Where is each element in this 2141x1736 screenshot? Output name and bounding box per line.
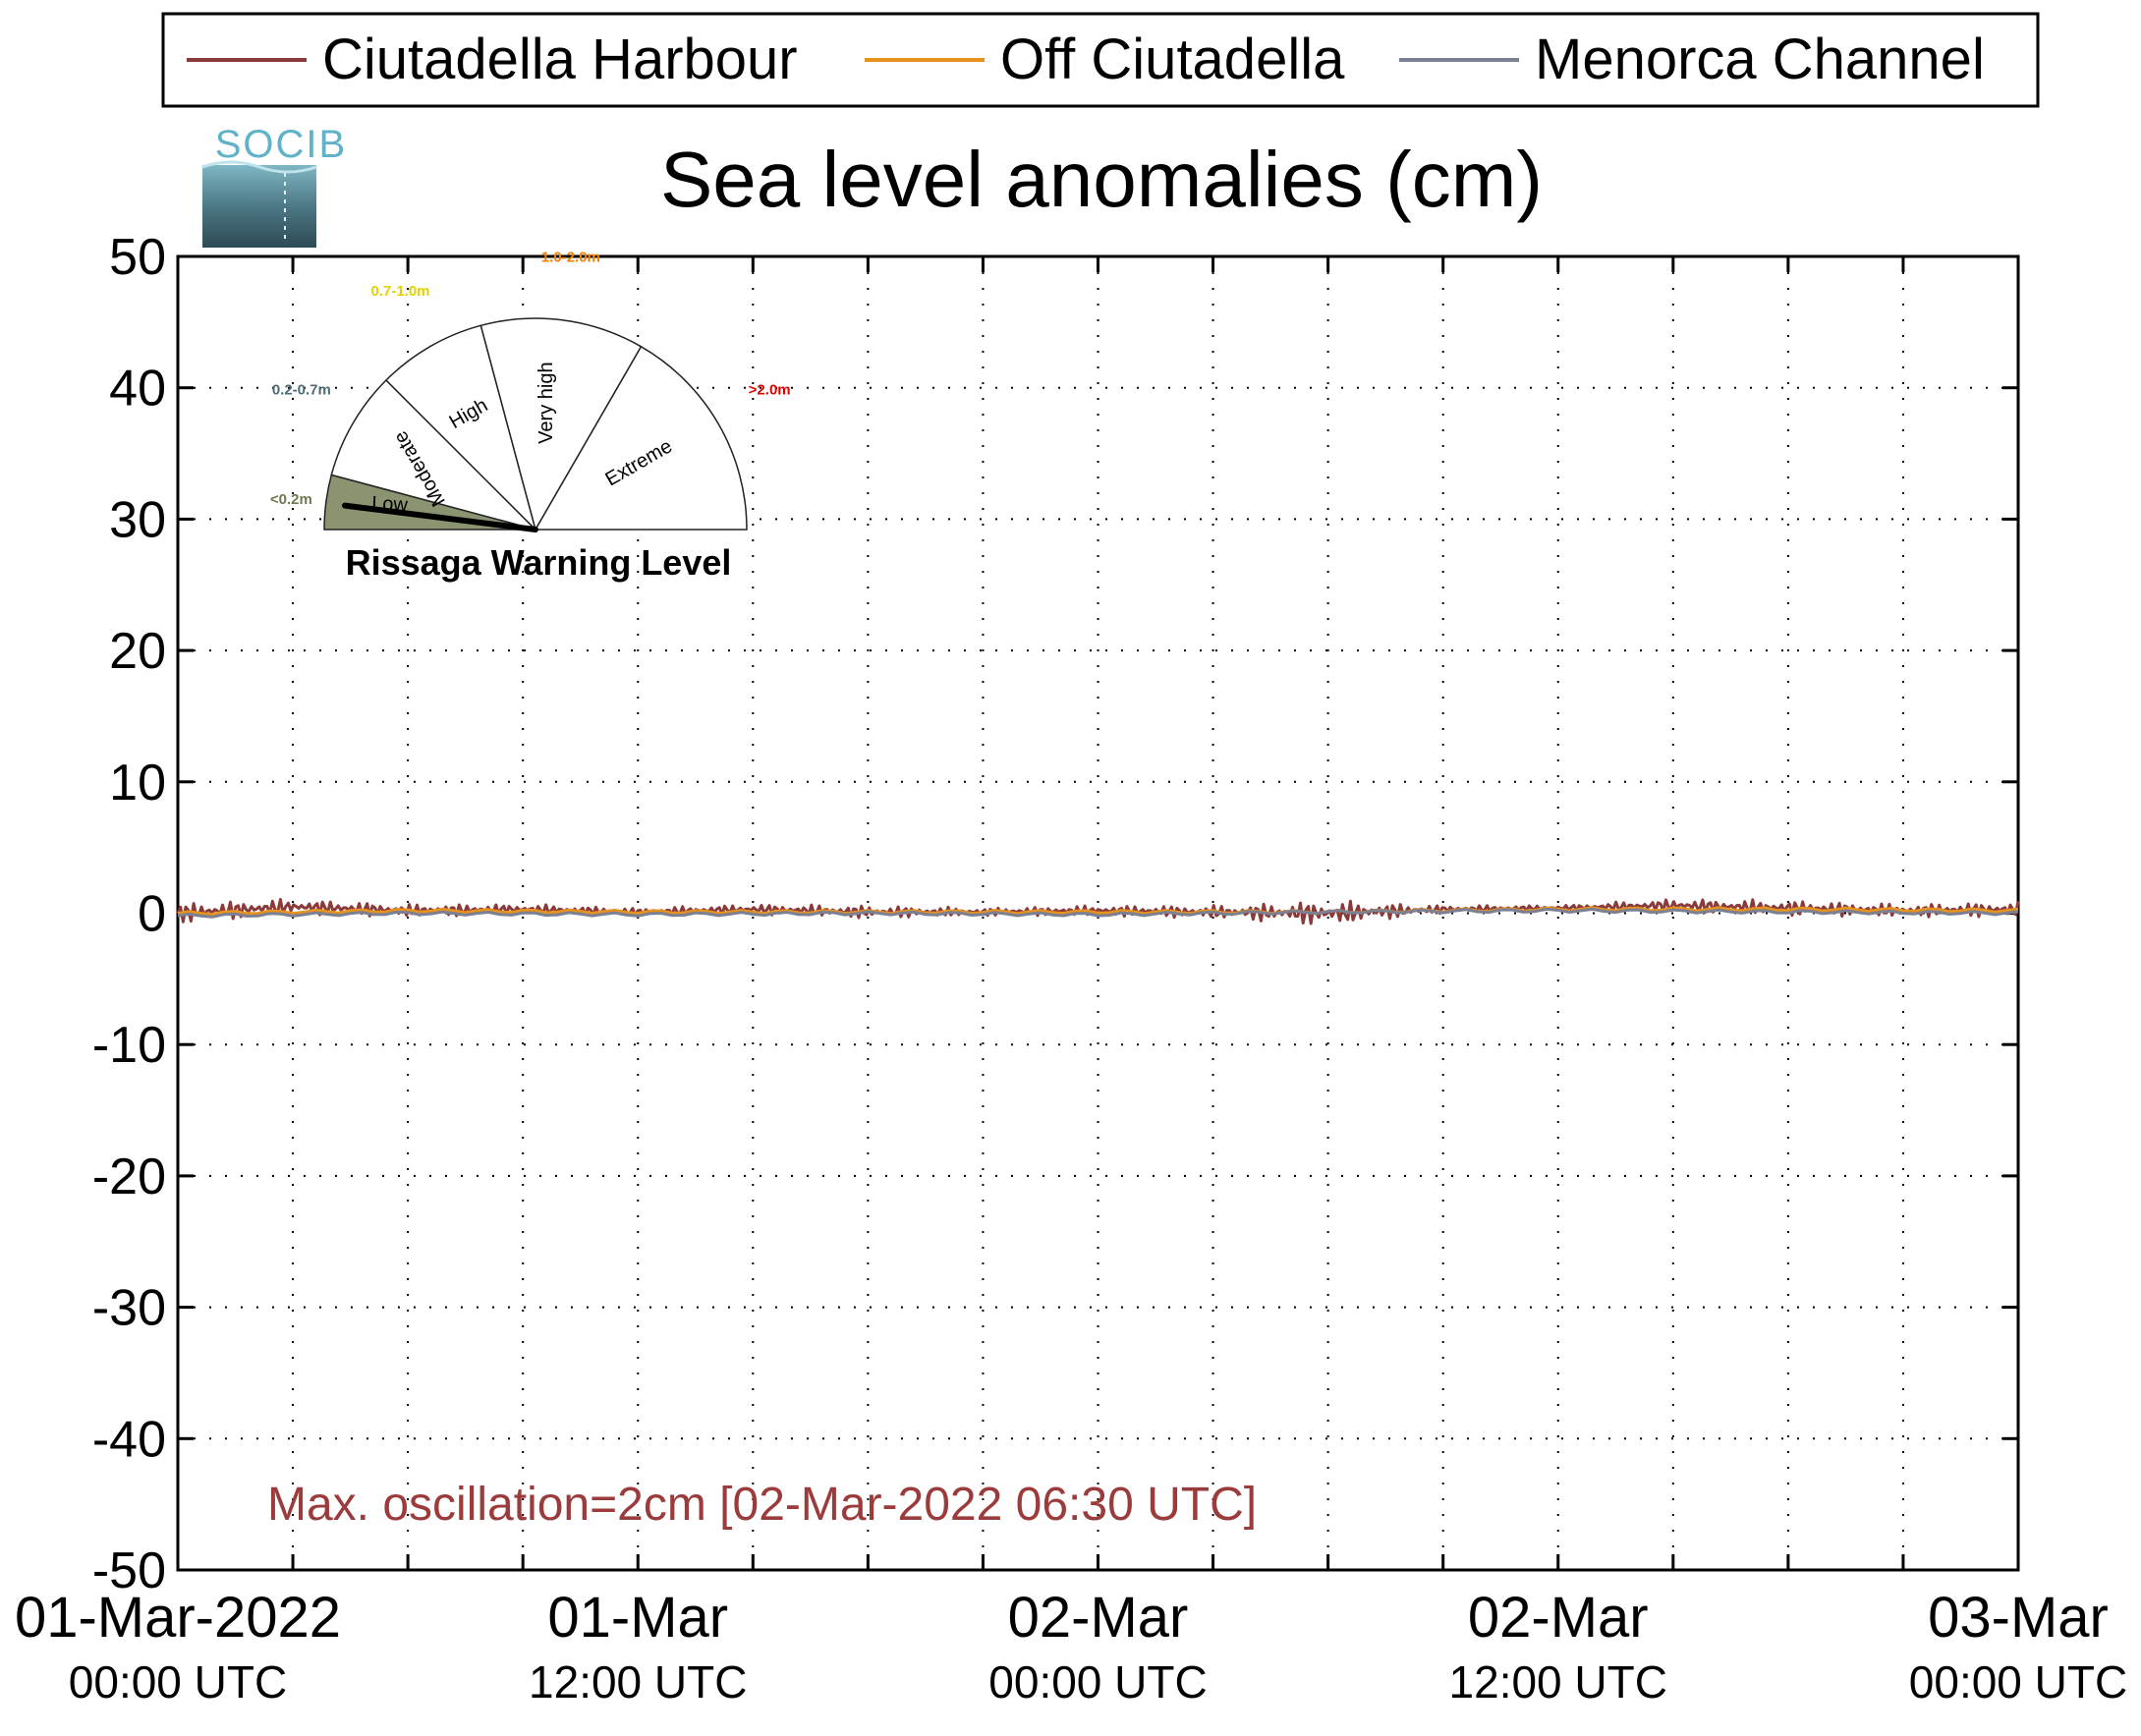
x-axis: 01-Mar-2022 00:00 UTC 01-Mar 12:00 UTC 02-Ma… xyxy=(15,256,2127,1708)
y-tick-label: -10 xyxy=(92,1017,166,1074)
x-tick-label-date: 01-Mar xyxy=(547,1586,728,1650)
y-tick-label: 40 xyxy=(109,361,166,418)
gauge-range-label: 0.7-1.0m xyxy=(370,283,429,300)
legend-label-ciutadella-harbour: Ciutadella Harbour xyxy=(322,28,798,91)
y-tick-label: -40 xyxy=(92,1411,166,1468)
series-group xyxy=(176,898,2020,925)
y-tick-label: 10 xyxy=(109,755,166,812)
x-tick-label-time: 00:00 UTC xyxy=(69,1656,287,1708)
gauge-sector-high xyxy=(384,324,537,532)
legend-label-off-ciutadella: Off Ciutadella xyxy=(1000,28,1345,91)
socib-logo-wave xyxy=(202,165,316,248)
gauge-range-label: >2.0m xyxy=(749,382,791,399)
gauge-range-label: 0.2-0.7m xyxy=(272,382,331,399)
series-line-menorca-channel xyxy=(177,907,2019,919)
y-tick-label: 20 xyxy=(109,623,166,680)
gauge-range-label: 1.0-2.0m xyxy=(541,249,600,265)
x-tick-label-time: 12:00 UTC xyxy=(1449,1656,1667,1708)
gauge-sector-moderate xyxy=(330,378,538,532)
socib-logo-text: SOCIB xyxy=(215,123,347,166)
x-tick-label-date: 02-Mar xyxy=(1468,1586,1649,1650)
gauge-needle xyxy=(342,502,538,532)
gauge-range-label: <0.2m xyxy=(270,491,312,508)
rissaga-gauge: Rissaga Warning Level Low<0.2m Moderate0.… xyxy=(270,249,791,583)
legend-label-menorca-channel: Menorca Channel xyxy=(1535,28,1985,91)
chart-title: Sea level anomalies (cm) xyxy=(660,136,1543,223)
x-tick-label-date: 01-Mar-2022 xyxy=(15,1586,341,1650)
y-axis: 50 40 30 20 10 0 -10 -20 -30 -40 -50 xyxy=(92,229,2018,1599)
y-tick-label: 50 xyxy=(109,229,166,286)
y-tick-label: 30 xyxy=(109,491,166,548)
y-tick-label: -30 xyxy=(92,1280,166,1337)
series-line-off-ciutadella xyxy=(177,906,2019,917)
x-tick-label-time: 00:00 UTC xyxy=(988,1656,1207,1708)
gauge-sector-label: Very high xyxy=(535,362,557,443)
legend: Ciutadella Harbour Off Ciutadella Menorc… xyxy=(161,12,2040,108)
x-tick-label-time: 12:00 UTC xyxy=(529,1656,747,1708)
legend-frame xyxy=(161,12,2040,108)
gauge-sector-extreme xyxy=(534,345,748,531)
gauge-sector-very-high xyxy=(479,317,643,532)
x-tick-label-date: 03-Mar xyxy=(1928,1586,2109,1650)
x-tick-label-date: 02-Mar xyxy=(1008,1586,1189,1650)
y-tick-label: -50 xyxy=(92,1542,166,1599)
y-tick-label: -20 xyxy=(92,1148,166,1205)
x-tick-label-time: 00:00 UTC xyxy=(1909,1656,2127,1708)
socib-logo: SOCIB xyxy=(201,123,347,248)
gauge-title: Rissaga Warning Level xyxy=(346,542,732,583)
max-oscillation-annotation: Max. oscillation=2cm [02-Mar-2022 06:30 … xyxy=(267,1479,1257,1531)
y-tick-label: 0 xyxy=(138,886,166,943)
